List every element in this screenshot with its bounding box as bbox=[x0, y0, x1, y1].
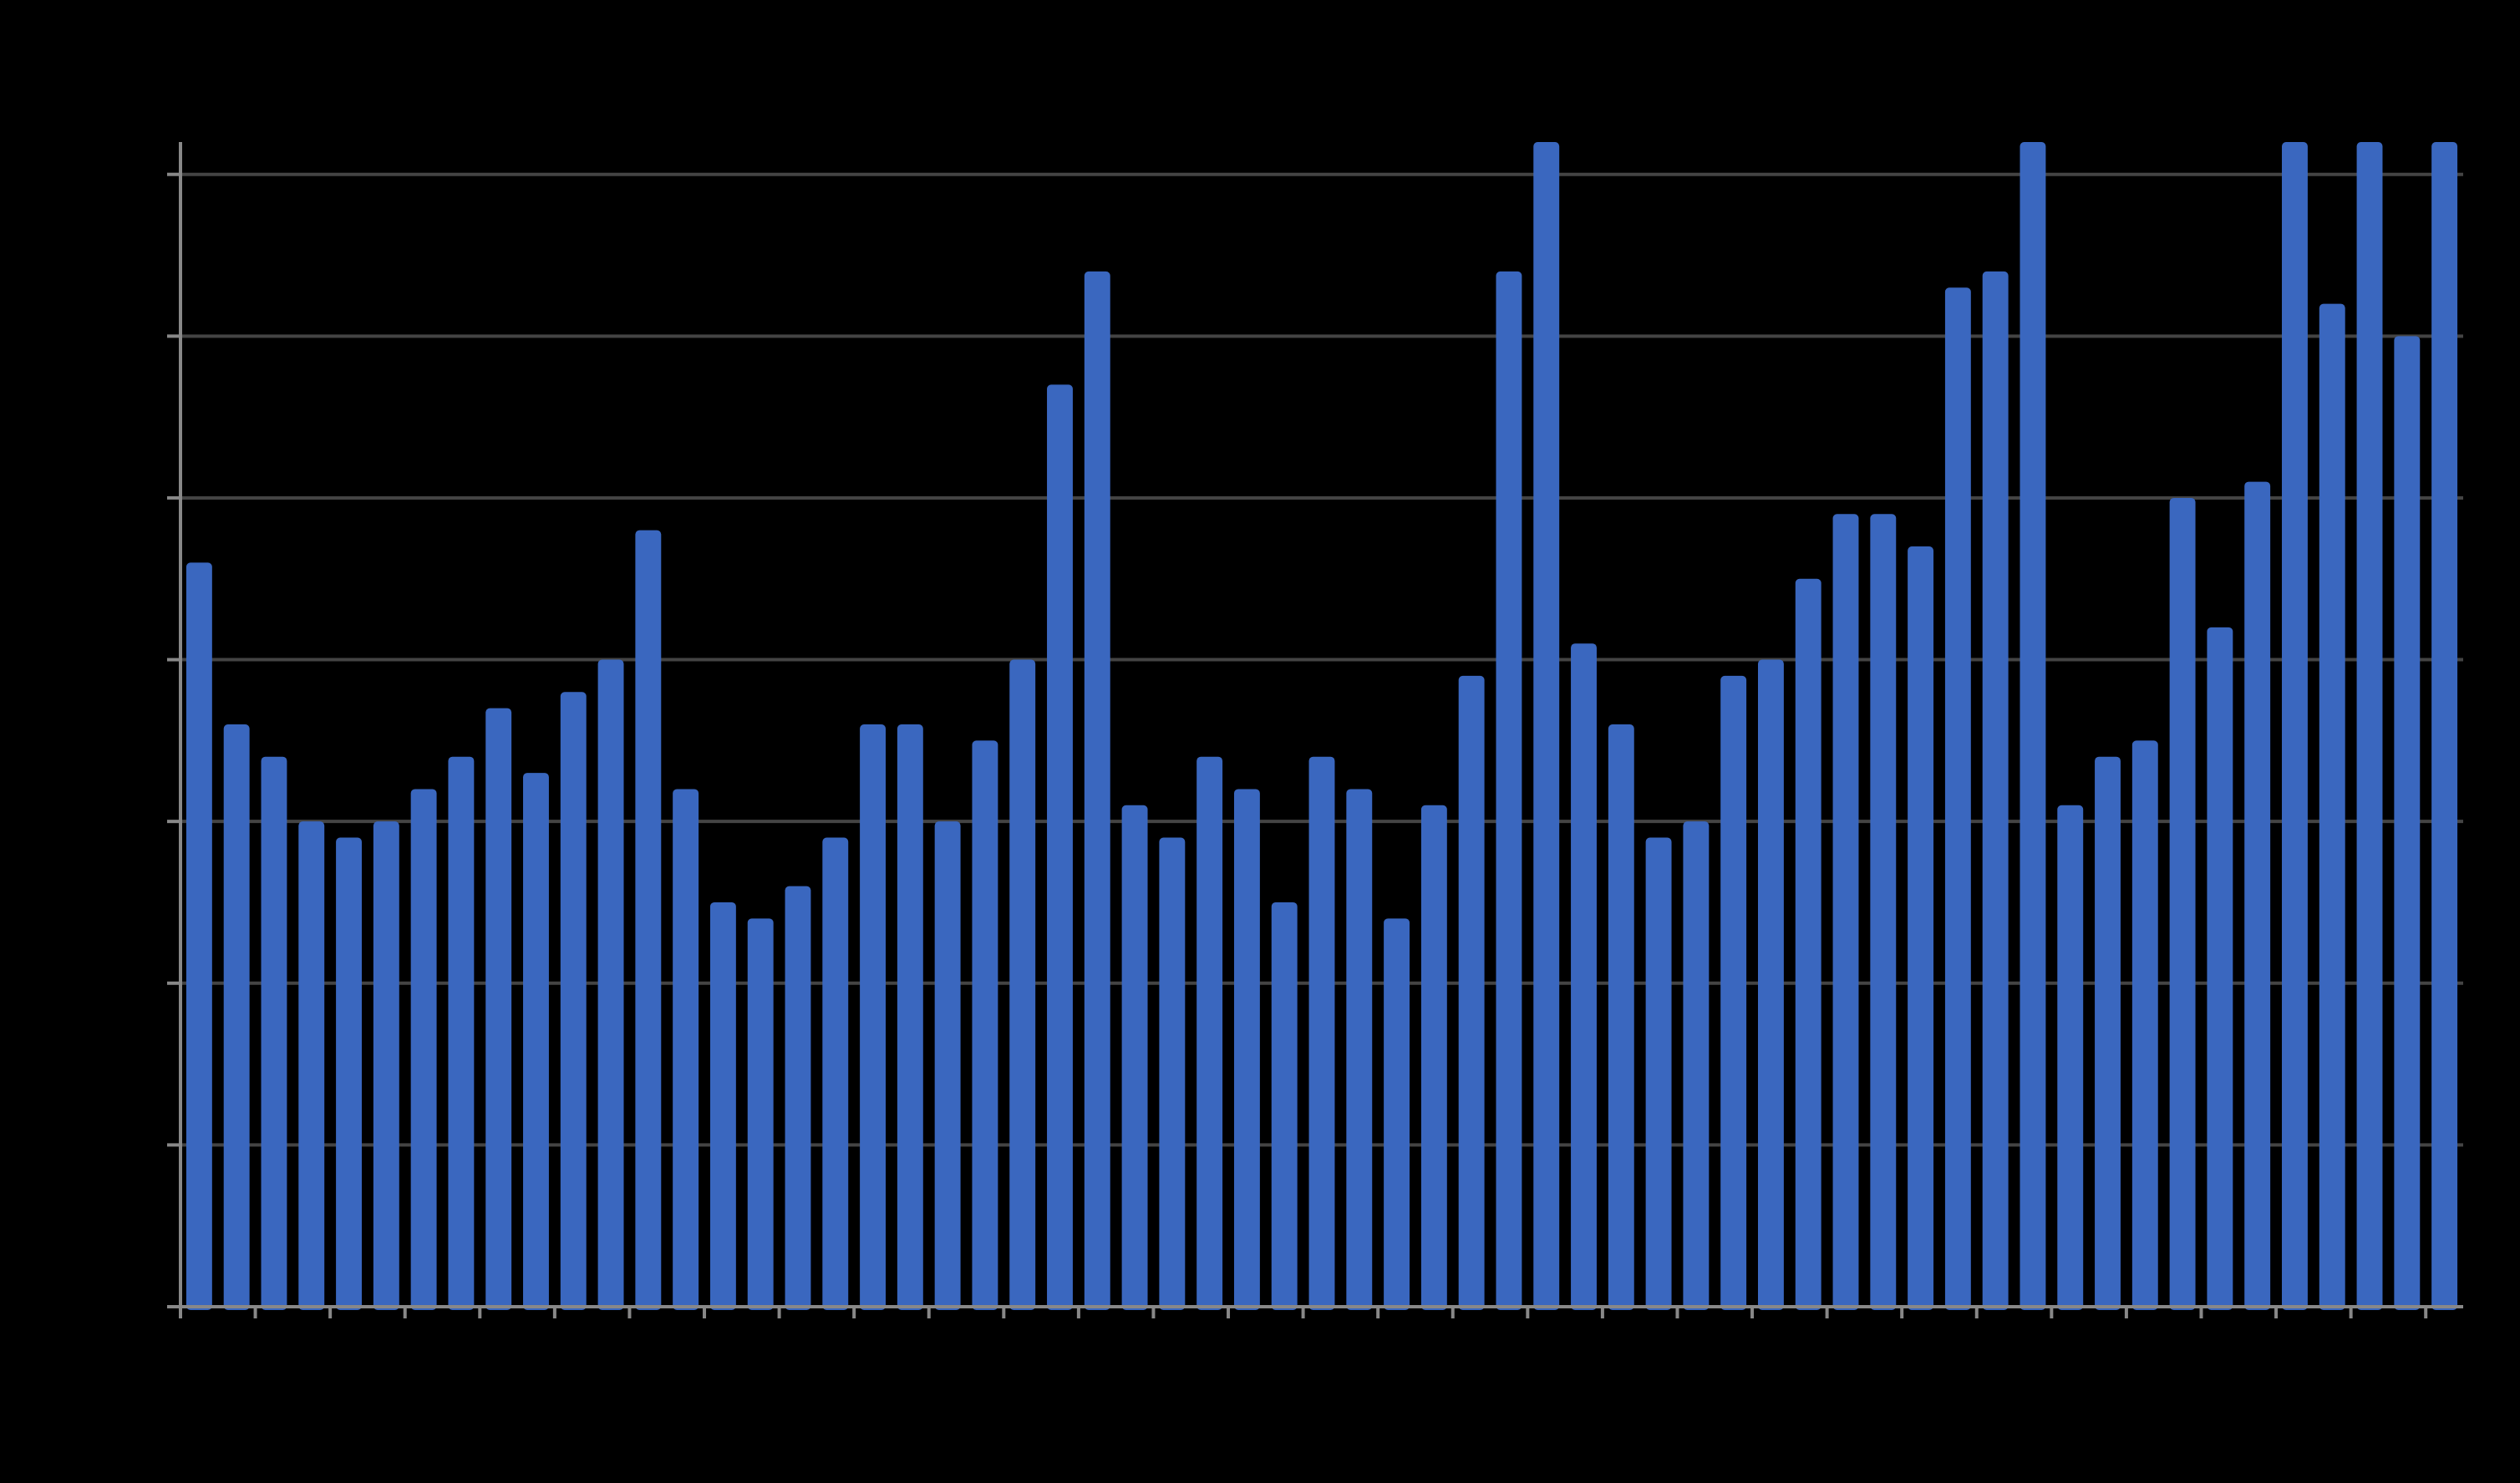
bar bbox=[785, 886, 811, 1310]
bar bbox=[2394, 336, 2421, 1310]
bar bbox=[1908, 546, 1934, 1310]
bar bbox=[822, 837, 849, 1310]
bar bbox=[1233, 789, 1260, 1310]
bar bbox=[2244, 481, 2271, 1310]
bar bbox=[1196, 756, 1223, 1310]
bar bbox=[1832, 514, 1859, 1310]
bar bbox=[1159, 837, 1186, 1310]
axes bbox=[167, 142, 2463, 1318]
bar bbox=[1757, 659, 1784, 1310]
bar bbox=[261, 756, 287, 1310]
bar bbox=[1496, 271, 1522, 1310]
bar bbox=[1308, 756, 1335, 1310]
bar bbox=[1645, 837, 1672, 1310]
bar bbox=[1346, 789, 1373, 1310]
bar bbox=[2020, 142, 2046, 1310]
bar bbox=[934, 821, 961, 1310]
bar bbox=[448, 756, 475, 1310]
bar bbox=[972, 740, 998, 1310]
bar bbox=[2207, 627, 2233, 1310]
bar bbox=[336, 837, 362, 1310]
bar bbox=[1870, 514, 1897, 1310]
bar bbox=[410, 789, 437, 1310]
bar bbox=[485, 708, 512, 1310]
bar bbox=[1458, 675, 1485, 1310]
bar bbox=[1047, 384, 1073, 1311]
bar bbox=[1571, 643, 1597, 1310]
bar bbox=[1121, 805, 1148, 1310]
bar bbox=[2356, 142, 2383, 1310]
bar bbox=[1009, 659, 1036, 1310]
bar bbox=[673, 789, 699, 1310]
bar bbox=[1982, 271, 2009, 1310]
bar bbox=[1271, 901, 1298, 1310]
bar bbox=[2057, 805, 2084, 1310]
bar bbox=[223, 724, 250, 1310]
bar bbox=[2282, 142, 2308, 1310]
bar bbox=[709, 901, 736, 1310]
bar bbox=[1944, 287, 1971, 1310]
bars bbox=[185, 142, 2458, 1311]
bar bbox=[1533, 142, 1560, 1310]
bar bbox=[2131, 740, 2158, 1310]
bar bbox=[597, 659, 624, 1310]
bar bbox=[860, 724, 887, 1310]
bar bbox=[1084, 271, 1110, 1310]
bar bbox=[2169, 497, 2196, 1310]
bar bbox=[1795, 578, 1821, 1310]
bar bbox=[523, 773, 549, 1310]
bar bbox=[2319, 303, 2345, 1311]
bar bbox=[298, 821, 325, 1310]
bar bbox=[1384, 918, 1410, 1310]
bar bbox=[635, 530, 662, 1310]
bar bbox=[560, 692, 587, 1310]
bar bbox=[2095, 756, 2121, 1310]
bar bbox=[747, 918, 774, 1310]
bar bbox=[1420, 805, 1447, 1310]
bar bbox=[185, 562, 212, 1310]
bar bbox=[1683, 821, 1710, 1310]
bar bbox=[1608, 724, 1634, 1310]
bar bbox=[897, 724, 923, 1310]
bar bbox=[2431, 142, 2458, 1310]
bar bbox=[1720, 675, 1747, 1310]
bar bbox=[373, 821, 399, 1310]
